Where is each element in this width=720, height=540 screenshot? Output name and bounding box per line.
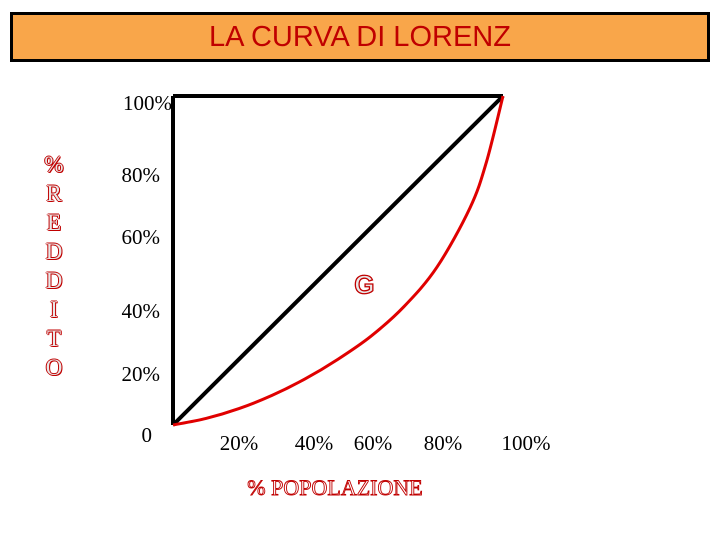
y-tick-label: 100% [123, 91, 172, 115]
equality-line [171, 94, 505, 427]
y-tick-label: 60% [122, 225, 161, 249]
y-tick-label: 20% [122, 362, 161, 386]
x-tick-label: 20% [220, 431, 259, 455]
x-tick-label: 60% [354, 431, 393, 455]
y-tick-label: 80% [122, 163, 161, 187]
y-axis-label-letter: T [46, 326, 62, 351]
x-tick-label: 40% [295, 431, 334, 455]
y-axis-label-letter: E [46, 210, 62, 235]
area-label-g: G [354, 269, 374, 299]
y-axis-label-letter: I [50, 297, 58, 322]
y-tick-label: 0 [142, 423, 153, 447]
x-axis-label: % POPOLAZIONE [247, 475, 422, 500]
y-axis-label-letter: R [46, 181, 62, 206]
y-axis-label: % R E D D I T O [38, 150, 70, 382]
y-axis-label-letter: O [45, 355, 63, 380]
x-tick-label: 100% [502, 431, 551, 455]
y-axis-label-letter: % [44, 152, 64, 177]
y-axis-label-letter: D [45, 239, 63, 264]
y-axis-label-letter: D [45, 268, 63, 293]
chart-title: LA CURVA DI LORENZ [10, 12, 710, 62]
y-tick-label: 40% [122, 299, 161, 323]
lorenz-curve [172, 95, 505, 427]
x-tick-label: 80% [424, 431, 463, 455]
